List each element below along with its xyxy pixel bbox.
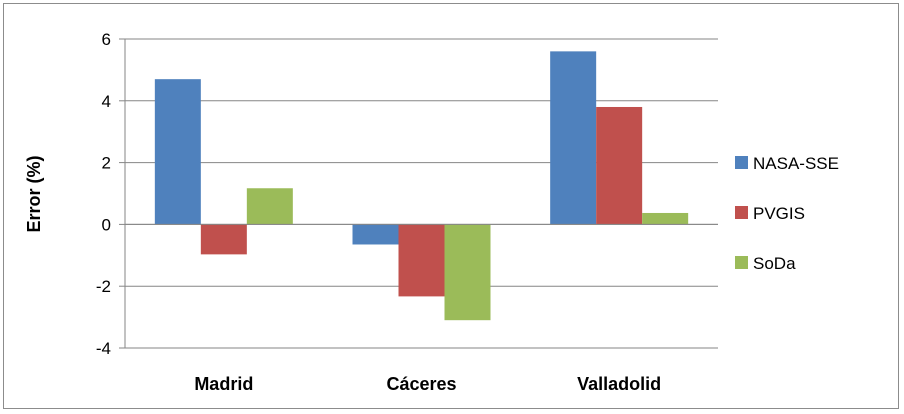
legend-label: NASA-SSE: [753, 154, 839, 173]
bar-soda-0: [246, 188, 293, 225]
y-tick-label: -2: [96, 277, 111, 296]
category-labels: Madrid Cáceres Valladolid: [194, 374, 661, 394]
bar-soda-2: [642, 212, 689, 225]
bar-pvgis-1: [398, 224, 445, 297]
category-label: Cáceres: [386, 374, 456, 394]
legend-label: PVGIS: [753, 204, 805, 223]
chart-frame: [3, 3, 899, 409]
legend-swatch-pvgis: [735, 206, 748, 219]
y-tick-label: 0: [102, 215, 111, 234]
bar-pvgis-2: [596, 106, 643, 225]
category-label: Valladolid: [577, 374, 661, 394]
bar-nasa-sse-2: [550, 51, 597, 225]
y-tick-labels: 6 4 2 0 -2 -4: [96, 30, 111, 358]
legend-swatch-nasa-sse: [735, 156, 748, 169]
y-tick-label: 2: [102, 154, 111, 173]
category-label: Madrid: [194, 374, 253, 394]
y-axis-label: Error (%): [24, 155, 44, 232]
legend: NASA-SSE PVGIS SoDa: [735, 154, 839, 273]
bar-nasa-sse-0: [154, 79, 201, 225]
legend-label: SoDa: [753, 254, 796, 273]
y-tick-label: 6: [102, 30, 111, 49]
bars: [125, 51, 718, 321]
bar-nasa-sse-1: [352, 224, 399, 245]
bar-soda-1: [444, 224, 491, 321]
bar-pvgis-0: [200, 224, 247, 255]
legend-swatch-soda: [735, 256, 748, 269]
y-tick-label: -4: [96, 339, 111, 358]
y-tick-label: 4: [102, 92, 111, 111]
